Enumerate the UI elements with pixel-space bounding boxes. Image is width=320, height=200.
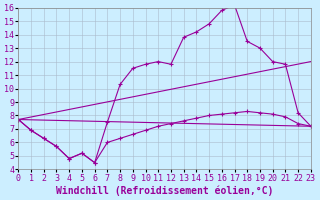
X-axis label: Windchill (Refroidissement éolien,°C): Windchill (Refroidissement éolien,°C) (56, 185, 273, 196)
